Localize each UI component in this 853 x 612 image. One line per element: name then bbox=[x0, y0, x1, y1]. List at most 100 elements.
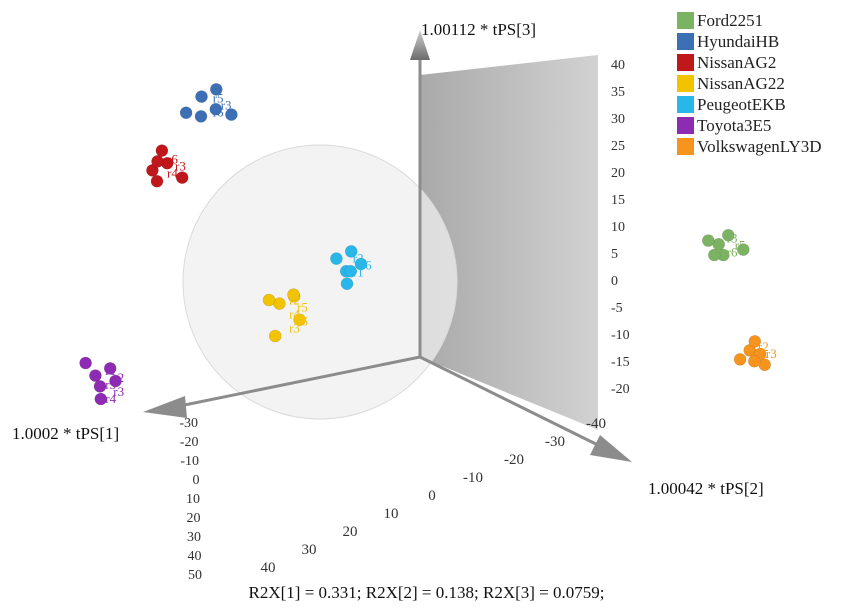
legend-item: NissanAG22 bbox=[677, 73, 822, 94]
point-label: r6 bbox=[297, 313, 308, 328]
data-point bbox=[354, 257, 368, 271]
data-point bbox=[209, 102, 223, 116]
data-point bbox=[344, 264, 358, 278]
x-axis-label: 1.0002 * tPS[1] bbox=[12, 424, 119, 443]
z-tick-label: 5 bbox=[611, 247, 618, 262]
point-label: r5 bbox=[735, 238, 746, 253]
x-tick-label: -20 bbox=[180, 435, 199, 450]
legend-swatch bbox=[677, 138, 694, 155]
data-point bbox=[79, 356, 92, 370]
legend-item: HyundaiHB bbox=[677, 31, 822, 52]
point-label: r1 bbox=[353, 265, 364, 280]
z-tick-label: 30 bbox=[611, 112, 625, 127]
z-tick-label: 15 bbox=[611, 193, 625, 208]
legend-label: PeugeotEKB bbox=[697, 94, 786, 114]
x-tick-label: 0 bbox=[193, 473, 200, 488]
z-tick-label: 40 bbox=[611, 58, 625, 73]
point-label: r3 bbox=[766, 346, 777, 361]
data-point bbox=[748, 335, 762, 348]
point-label: r2 bbox=[353, 251, 364, 266]
x-tick-label: 30 bbox=[187, 530, 201, 545]
point-label: r2 bbox=[758, 339, 769, 354]
point-label: r6 bbox=[727, 245, 738, 260]
hotelling-ellipse bbox=[182, 144, 458, 420]
z-tick-label: 10 bbox=[611, 220, 625, 235]
legend-swatch bbox=[677, 54, 694, 71]
point-label: r3 bbox=[727, 231, 738, 246]
data-point bbox=[344, 245, 358, 258]
data-point bbox=[103, 362, 117, 375]
legend-item: PeugeotEKB bbox=[677, 94, 822, 115]
point-label: r2 bbox=[113, 370, 124, 385]
data-point bbox=[262, 293, 276, 307]
legend-swatch bbox=[677, 12, 694, 29]
legend-swatch bbox=[677, 33, 694, 50]
data-point bbox=[225, 108, 238, 121]
legend-item: Toyota3E5 bbox=[677, 115, 822, 136]
legend-swatch bbox=[677, 75, 694, 92]
z-tick-label: 25 bbox=[611, 139, 625, 154]
data-point bbox=[736, 243, 750, 256]
y-axis-arrow bbox=[590, 435, 632, 462]
y-tick-label: -40 bbox=[586, 416, 606, 432]
data-point bbox=[340, 277, 354, 291]
point-label: r6 bbox=[213, 105, 224, 120]
point-label: r5 bbox=[213, 91, 224, 106]
z-axis-label: 1.00112 * tPS[3] bbox=[421, 20, 536, 39]
data-point bbox=[330, 252, 343, 265]
point-label: r4 bbox=[289, 306, 300, 321]
data-point bbox=[93, 380, 107, 393]
legend-label: NissanAG2 bbox=[697, 52, 777, 72]
point-label: r3 bbox=[113, 384, 124, 399]
legend-swatch bbox=[677, 117, 694, 134]
x-tick-label: 10 bbox=[186, 492, 200, 507]
y-tick-label: -20 bbox=[504, 452, 524, 468]
data-point bbox=[733, 353, 747, 366]
z-tick-label: -15 bbox=[611, 355, 630, 370]
z-tick-label: -10 bbox=[611, 328, 630, 343]
point-label: r6 bbox=[361, 258, 372, 273]
point-label: r1 bbox=[105, 363, 116, 378]
data-point bbox=[210, 83, 223, 96]
data-point bbox=[287, 288, 300, 301]
data-point bbox=[707, 248, 721, 262]
z-axis-arrow bbox=[410, 30, 430, 60]
y-tick-label: 10 bbox=[384, 506, 399, 522]
data-point bbox=[268, 329, 282, 343]
y-tick-label: -10 bbox=[463, 470, 483, 486]
point-label: r3 bbox=[175, 158, 186, 173]
data-point bbox=[179, 106, 193, 120]
axis-ticks: 4035302520151050-5-10-15-20-30-20-100102… bbox=[179, 58, 629, 583]
legend-label: HyundaiHB bbox=[697, 31, 780, 51]
data-point bbox=[109, 374, 122, 388]
legend: Ford2251 HyundaiHB NissanAG2 NissanAG22 Peug… bbox=[677, 10, 822, 157]
r2x-footer: R2X[1] = 0.331; R2X[2] = 0.138; R2X[3] =… bbox=[248, 583, 605, 602]
legend-item: NissanAG2 bbox=[677, 52, 822, 73]
x-tick-label: 20 bbox=[187, 511, 201, 526]
back-wall bbox=[420, 55, 598, 430]
legend-label: VolkswagenLY3D bbox=[697, 136, 822, 156]
y-tick-label: 30 bbox=[302, 542, 317, 558]
data-point bbox=[175, 171, 189, 184]
x-tick-label: 40 bbox=[188, 549, 202, 564]
data-point bbox=[293, 313, 306, 327]
data-point bbox=[195, 90, 208, 103]
point-label: r3 bbox=[221, 98, 232, 113]
point-label: r2 bbox=[289, 292, 300, 307]
point-label: r5 bbox=[297, 299, 308, 314]
point-label: r4 bbox=[105, 391, 116, 406]
y-axis-line bbox=[419, 355, 613, 454]
x-axis-line bbox=[159, 355, 421, 412]
point-label: r4 bbox=[167, 165, 178, 180]
y-tick-label: 0 bbox=[428, 488, 436, 504]
legend-label: NissanAG22 bbox=[697, 73, 785, 93]
data-point bbox=[155, 144, 169, 157]
z-tick-label: 0 bbox=[611, 274, 618, 289]
z-tick-label: -20 bbox=[611, 382, 630, 397]
point-label: r5 bbox=[758, 353, 769, 368]
legend-label: Toyota3E5 bbox=[697, 115, 772, 135]
legend-swatch bbox=[677, 96, 694, 113]
z-tick-label: 35 bbox=[611, 85, 625, 100]
